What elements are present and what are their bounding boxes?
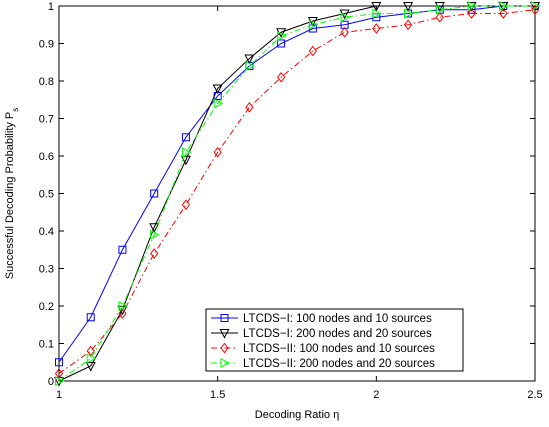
data-point: [118, 300, 129, 312]
data-point: [55, 375, 65, 387]
data-point: [54, 368, 64, 379]
legend-marker: [220, 357, 231, 369]
data-point: [181, 147, 192, 158]
data-point: [404, 8, 414, 19]
y-axis-label: Successful Decoding Probability Ps: [4, 108, 20, 280]
legend-label: LTCDS−II: 100 nodes and 10 sources: [243, 343, 435, 355]
data-point: [85, 362, 96, 372]
data-point: [213, 146, 222, 158]
legend-label: LTCDS−I: 100 nodes and 10 sources: [243, 313, 432, 325]
data-point: [118, 308, 127, 319]
legend-marker: [220, 314, 229, 322]
data-point: [308, 45, 318, 57]
data-point: [180, 155, 191, 166]
data-point: [340, 12, 351, 23]
series-3: [54, 4, 540, 379]
y-tick-label: 0.1: [39, 339, 54, 351]
data-point: [372, 23, 381, 34]
x-tick-label: 1.5: [210, 389, 225, 401]
data-point: [150, 248, 159, 259]
data-point: [467, 0, 478, 12]
x-tick-label: 2.5: [527, 389, 542, 401]
y-axis-label-main: Successful Decoding Probability P: [4, 112, 16, 280]
series-2: [53, 2, 541, 387]
legend: LTCDS−I: 100 nodes and 10 sources LTCDS−I…: [205, 308, 464, 372]
y-axis-label-subscript: s: [11, 108, 20, 112]
data-point: [213, 98, 224, 109]
data-point: [529, 2, 541, 12]
data-point: [181, 133, 190, 142]
y-tick-label: 0.2: [39, 301, 54, 313]
y-tick-label: 0.9: [39, 39, 54, 51]
data-point: [150, 189, 159, 198]
data-point: [150, 229, 160, 240]
series-line: [58, 5, 535, 363]
data-point: [340, 26, 349, 38]
data-point: [277, 30, 287, 42]
y-tick-label: 0: [48, 376, 54, 388]
data-point: [499, 8, 508, 19]
series-line: [58, 5, 535, 382]
y-tick-label: 0.6: [39, 151, 54, 163]
y-tick-label: 0.3: [39, 264, 54, 276]
x-tick-label: 1: [56, 389, 62, 401]
data-point: [435, 11, 444, 23]
x-axis-label: Decoding Ratio η: [255, 409, 339, 421]
data-point: [55, 358, 63, 367]
data-point: [467, 8, 476, 19]
data-point: [245, 60, 255, 72]
legend-label: LTCDS−I: 200 nodes and 20 sources: [243, 328, 432, 340]
data-point: [86, 345, 95, 357]
series-4: [55, 0, 541, 387]
data-point: [499, 0, 509, 12]
series-layer: [53, 0, 541, 387]
data-point: [531, 0, 541, 12]
y-tick-label: 0.5: [39, 189, 54, 201]
y-tick-label: 0.8: [39, 76, 54, 88]
data-point: [308, 19, 319, 30]
data-point: [403, 2, 414, 12]
y-tick-label: 0.4: [39, 226, 54, 238]
legend-marker: [220, 342, 229, 354]
series-line: [58, 5, 535, 382]
legend-box: [205, 308, 464, 372]
y-tick-label: 1: [48, 1, 54, 13]
series-line: [58, 9, 536, 374]
legend-label: LTCDS−II: 200 nodes and 20 sources: [243, 358, 435, 370]
data-point: [212, 84, 223, 95]
data-point: [498, 2, 509, 12]
data-point: [181, 199, 191, 211]
data-point: [372, 8, 382, 19]
y-tick-label: 0.7: [39, 114, 54, 126]
data-point: [245, 101, 254, 113]
data-point: [149, 223, 160, 233]
legend-marker: [219, 329, 230, 339]
data-point: [530, 4, 540, 16]
data-point: [118, 245, 127, 254]
data-point: [86, 353, 97, 364]
data-point: [244, 54, 255, 65]
data-point: [86, 313, 95, 322]
data-point: [276, 71, 286, 83]
data-point: [277, 39, 286, 48]
data-point: [371, 2, 382, 12]
data-point: [403, 19, 413, 31]
data-point: [435, 4, 446, 15]
x-tick-label: 2: [373, 389, 379, 401]
